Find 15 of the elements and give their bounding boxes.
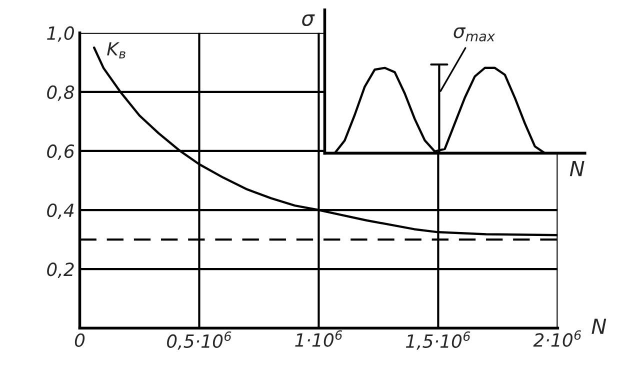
x-axis-title: N [592,318,606,334]
annotation: σ$_{max}$ [454,27,496,42]
y-tick-label: 0,2 [47,262,74,278]
x-tick-label: 0,5·10$^{6}$ [167,331,232,350]
y-tick-label: 0,6 [47,144,74,160]
x-tick-label: 1,5·10$^{6}$ [406,331,470,350]
y-tick-label: 1,0 [47,26,74,42]
series-label: K$_{в}$ [107,42,126,58]
y-tick-label: 0,4 [47,203,74,219]
x-tick-label: 0 [74,333,85,347]
x-axis-title: N [570,160,584,176]
y-axis-title: σ [302,14,315,26]
y-tick-label: 0,8 [47,85,74,101]
x-tick-label: 1·10$^{6}$ [295,330,342,347]
x-tick-label: 2·10$^{6}$ [533,330,582,347]
